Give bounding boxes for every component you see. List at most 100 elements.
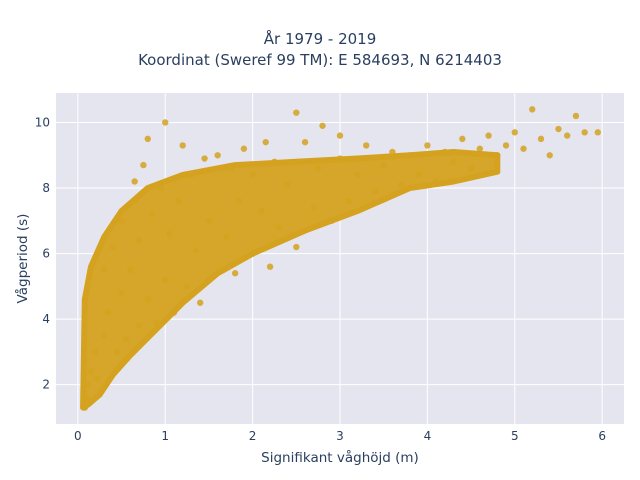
data-point — [192, 247, 200, 254]
data-point — [118, 289, 125, 297]
data-point — [314, 165, 322, 172]
data-point — [310, 204, 317, 211]
data-point — [100, 332, 108, 339]
data-point — [179, 142, 186, 149]
data-point — [594, 129, 601, 136]
data-point — [284, 181, 291, 188]
x-axis-label: Signifikant våghöjd (m) — [261, 449, 419, 466]
data-point — [262, 138, 269, 146]
data-point — [162, 276, 169, 284]
data-point — [201, 155, 208, 162]
data-point — [494, 152, 501, 159]
data-point — [529, 106, 536, 113]
data-point — [170, 309, 178, 316]
data-point — [441, 148, 449, 156]
data-point — [371, 188, 379, 195]
data-point — [564, 132, 571, 139]
data-point — [122, 335, 130, 342]
data-point — [380, 161, 387, 169]
x-tick-label: 5 — [511, 429, 519, 443]
x-tick-label: 6 — [598, 429, 606, 443]
data-point — [100, 266, 108, 274]
data-point — [118, 217, 125, 225]
y-tick-label: 4 — [42, 312, 50, 326]
data-point — [336, 132, 344, 139]
data-point — [214, 152, 221, 159]
data-point — [555, 125, 562, 133]
axis-ticks: 0 1 2 3 4 5 6 2 4 6 8 10 — [35, 115, 606, 443]
x-tick-label: 0 — [74, 429, 82, 443]
data-point — [476, 145, 484, 152]
data-point — [345, 197, 352, 205]
data-point — [424, 142, 431, 149]
data-point — [502, 142, 510, 149]
data-point — [140, 161, 147, 169]
data-point — [581, 129, 588, 136]
data-point — [415, 171, 422, 179]
y-axis-label: Vågperiod (s) — [14, 214, 31, 304]
data-point — [406, 152, 414, 159]
data-point — [93, 374, 101, 382]
data-point — [188, 171, 195, 179]
data-point — [319, 122, 326, 129]
y-tick-label: 10 — [35, 115, 50, 129]
data-point — [227, 165, 234, 172]
data-point — [113, 348, 121, 356]
data-point — [210, 273, 217, 280]
data-point — [363, 142, 370, 149]
data-point — [328, 217, 335, 225]
data-point — [301, 138, 309, 146]
data-point — [135, 322, 143, 329]
data-point — [105, 309, 112, 316]
data-point — [293, 109, 300, 116]
data-point — [572, 112, 580, 120]
data-point — [87, 368, 95, 375]
data-point — [92, 348, 99, 356]
scatter-points — [81, 106, 601, 411]
data-point — [144, 296, 151, 303]
x-tick-label: 1 — [161, 429, 169, 443]
data-point — [85, 381, 92, 388]
data-point — [389, 148, 396, 156]
data-point — [183, 283, 191, 290]
y-tick-label: 2 — [42, 378, 50, 392]
data-point — [144, 135, 151, 143]
data-point — [131, 178, 138, 185]
x-tick-label: 4 — [424, 429, 432, 443]
data-point — [275, 224, 283, 231]
data-point — [546, 152, 553, 159]
data-point — [223, 233, 230, 241]
data-point — [175, 197, 182, 205]
data-point — [258, 207, 265, 215]
data-point — [83, 394, 90, 401]
chart-subtitle: Koordinat (Sweref 99 TM): E 584693, N 62… — [138, 51, 502, 69]
density-band — [80, 149, 501, 411]
data-point — [81, 404, 89, 411]
data-point — [266, 263, 274, 270]
data-point — [249, 250, 256, 257]
data-point — [240, 145, 248, 152]
data-point — [196, 299, 204, 306]
chart-title: År 1979 - 2019 — [263, 30, 377, 48]
data-point — [354, 171, 361, 179]
data-point — [249, 171, 256, 179]
data-point — [148, 211, 156, 218]
data-point — [537, 135, 545, 143]
x-tick-label: 2 — [249, 429, 257, 443]
data-point — [450, 158, 457, 166]
density-region — [80, 149, 501, 411]
data-point — [127, 266, 134, 274]
data-point — [459, 135, 466, 143]
data-point — [271, 158, 278, 166]
data-point — [231, 270, 239, 277]
data-point — [162, 119, 169, 126]
data-point — [135, 237, 143, 244]
data-point — [432, 178, 440, 185]
data-point — [109, 243, 117, 251]
data-point — [485, 132, 492, 139]
data-point — [511, 129, 518, 136]
data-point — [467, 165, 475, 172]
data-point — [157, 184, 165, 192]
